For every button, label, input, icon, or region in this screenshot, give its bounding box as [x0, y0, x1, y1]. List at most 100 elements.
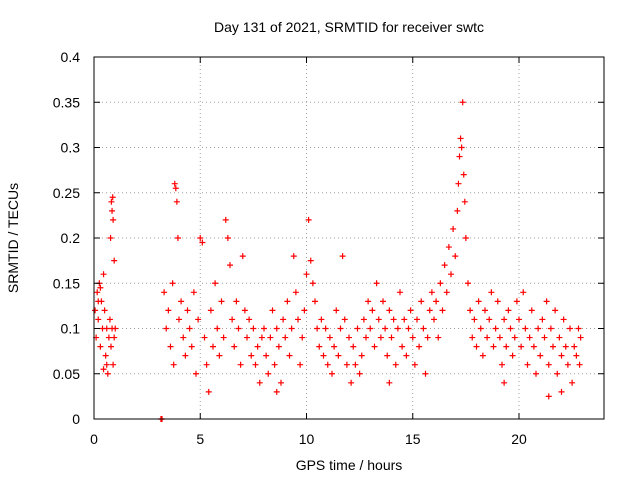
data-point — [516, 316, 522, 323]
data-point — [509, 352, 516, 359]
data-point — [475, 298, 482, 305]
data-point — [501, 316, 508, 323]
data-point — [424, 334, 431, 341]
data-point — [94, 289, 101, 296]
data-point — [112, 325, 119, 332]
data-point — [441, 262, 448, 269]
x-tick-label: 15 — [405, 431, 421, 447]
x-axis-label: GPS time / hours — [296, 457, 403, 473]
data-point — [324, 361, 331, 368]
data-point — [288, 325, 295, 332]
data-point — [167, 343, 174, 350]
data-point — [348, 379, 355, 386]
data-point — [290, 253, 297, 260]
data-point — [397, 289, 403, 296]
data-point — [547, 325, 554, 332]
data-point — [386, 307, 393, 314]
data-point — [367, 325, 374, 332]
data-point — [577, 334, 584, 341]
data-point — [201, 334, 208, 341]
data-point — [244, 334, 250, 341]
data-point — [562, 343, 569, 350]
y-tick-label: 0.3 — [61, 140, 81, 156]
y-tick-label: 0.15 — [53, 275, 80, 291]
data-point — [360, 316, 367, 323]
data-point — [282, 334, 289, 341]
data-point — [110, 216, 117, 223]
data-point — [229, 316, 236, 323]
data-point — [265, 370, 272, 377]
data-point — [343, 361, 350, 368]
x-tick-label: 5 — [196, 431, 204, 447]
data-point — [501, 379, 508, 386]
data-point — [173, 198, 180, 205]
data-point — [301, 307, 308, 314]
data-point — [273, 325, 280, 332]
data-point — [373, 280, 380, 287]
data-point — [109, 194, 116, 201]
data-point — [420, 325, 427, 332]
data-point — [371, 343, 378, 350]
data-point — [450, 225, 457, 232]
y-tick-label: 0.35 — [53, 94, 80, 110]
data-point — [103, 361, 110, 368]
data-point — [295, 316, 301, 323]
y-tick-label: 0.2 — [61, 230, 81, 246]
data-point — [250, 325, 257, 332]
data-point — [352, 361, 359, 368]
data-point — [218, 298, 225, 305]
data-point — [513, 298, 520, 305]
data-point — [106, 316, 113, 323]
data-point — [431, 316, 437, 323]
data-point — [386, 379, 393, 386]
data-point — [445, 244, 452, 251]
data-point — [193, 370, 199, 377]
data-point — [316, 343, 323, 350]
data-point — [239, 253, 246, 260]
data-point — [210, 343, 216, 350]
data-point — [205, 388, 212, 395]
data-point — [104, 370, 111, 377]
x-tick-label: 20 — [511, 431, 527, 447]
data-point — [550, 343, 556, 350]
data-point — [165, 307, 172, 314]
data-point — [460, 171, 467, 178]
data-point — [286, 352, 293, 359]
data-point — [354, 325, 361, 332]
data-point — [92, 307, 99, 314]
data-point — [535, 325, 542, 332]
data-point — [484, 334, 491, 341]
data-point — [492, 325, 499, 332]
data-point — [172, 185, 179, 192]
data-point — [326, 334, 333, 341]
data-point — [309, 280, 316, 287]
data-point — [171, 180, 178, 187]
data-point — [433, 298, 440, 305]
data-point — [496, 334, 503, 341]
data-point — [224, 235, 231, 241]
data-point — [233, 298, 240, 305]
data-point — [469, 334, 476, 341]
data-point — [241, 307, 248, 314]
data-point — [212, 280, 219, 287]
x-tick-labels: 0 5 10 15 20 — [90, 431, 527, 447]
data-point — [575, 325, 582, 332]
data-point — [227, 262, 233, 269]
data-point — [490, 343, 497, 350]
data-point — [190, 289, 197, 296]
data-point — [526, 334, 533, 341]
data-point — [558, 352, 565, 359]
data-point — [222, 216, 229, 223]
data-point — [473, 343, 480, 350]
data-point — [388, 334, 395, 341]
data-point — [558, 388, 565, 395]
data-point — [488, 289, 495, 296]
data-point — [437, 280, 444, 287]
data-point — [108, 198, 115, 205]
data-point — [248, 352, 255, 359]
data-point — [486, 316, 493, 323]
data-point — [576, 361, 583, 368]
data-point — [292, 289, 299, 296]
data-point — [329, 370, 335, 377]
data-point — [477, 325, 484, 332]
